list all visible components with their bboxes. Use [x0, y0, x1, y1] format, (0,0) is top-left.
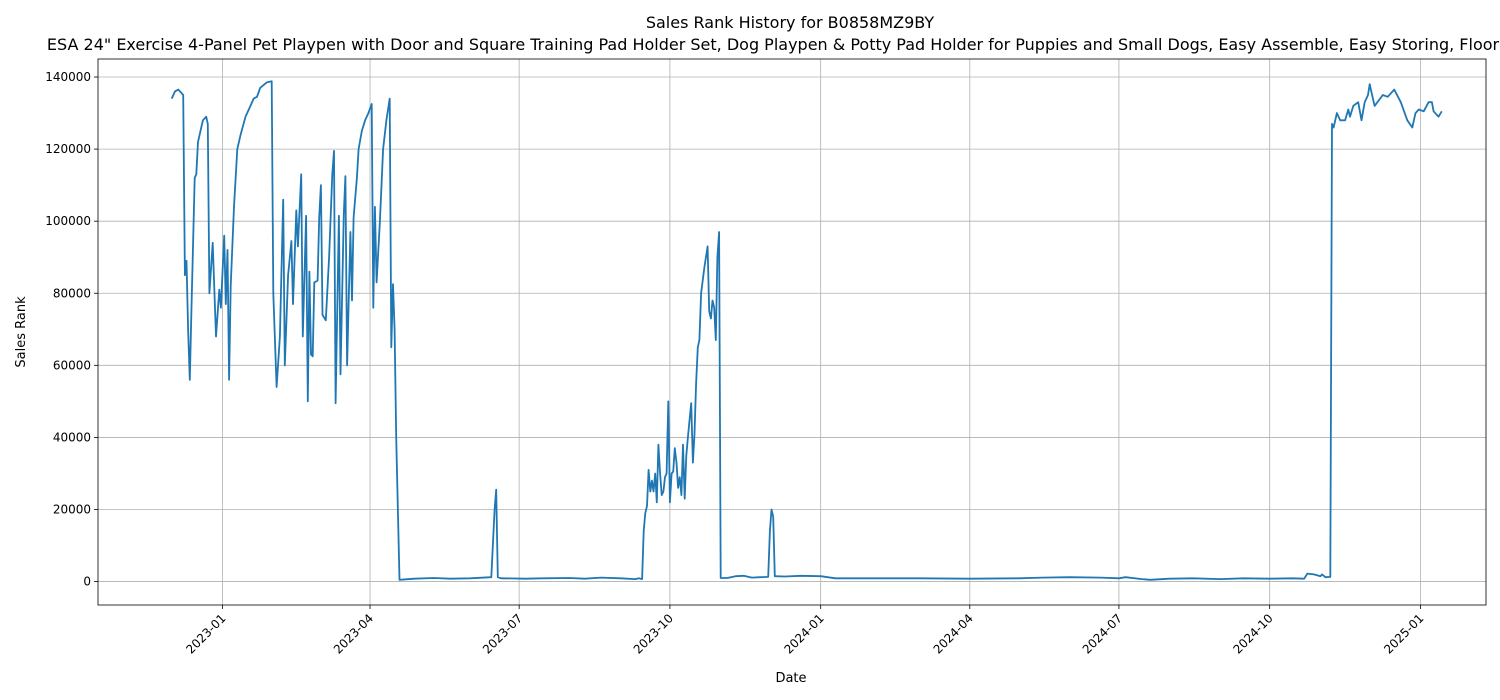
y-tick-label: 80000	[53, 286, 91, 300]
y-tick-label: 100000	[45, 214, 91, 228]
grid-lines	[98, 59, 1486, 605]
series-layer	[170, 80, 1443, 581]
y-tick-label: 120000	[45, 142, 91, 156]
sales-rank-series-line	[170, 80, 1443, 581]
y-tick-label: 40000	[53, 430, 91, 444]
plot-area-frame	[97, 58, 1487, 606]
y-axis-label: Sales Rank	[14, 296, 29, 368]
x-axis-label: Date	[775, 671, 806, 686]
chart-title: Sales Rank History for B0858MZ9BY	[646, 13, 935, 32]
y-tick-label: 20000	[53, 502, 91, 516]
chart-subtitle: ESA 24" Exercise 4-Panel Pet Playpen wit…	[47, 35, 1500, 54]
y-tick-label: 0	[83, 575, 91, 589]
y-tick-label: 140000	[45, 70, 91, 84]
y-tick-label: 60000	[53, 358, 91, 372]
